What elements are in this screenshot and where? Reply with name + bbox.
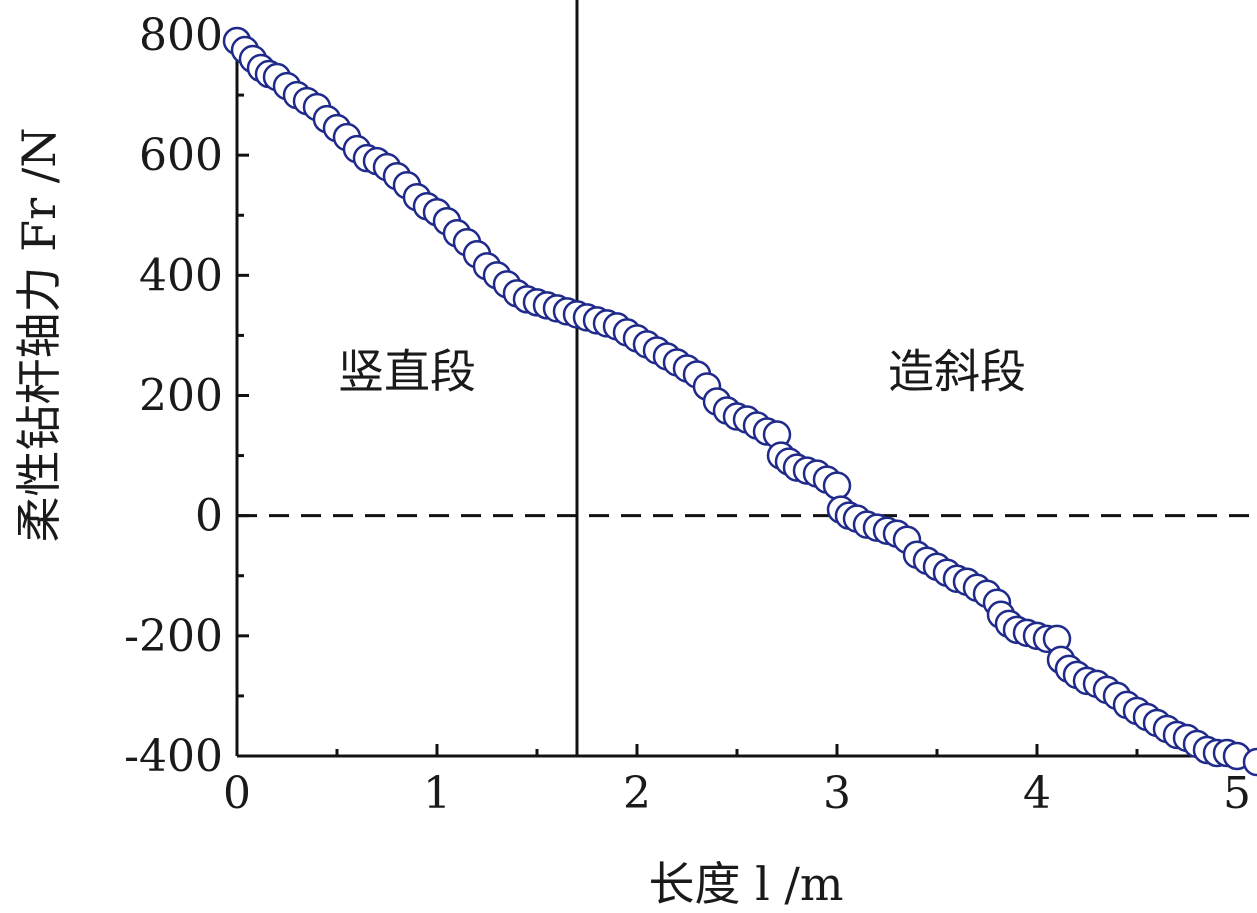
data-point <box>1242 747 1257 777</box>
axes <box>235 33 1239 758</box>
y-tick-label: -200 <box>124 611 223 662</box>
x-axis-title: 长度 l /m <box>648 857 843 911</box>
y-tick-label: 800 <box>139 10 223 61</box>
x-tick-label: 1 <box>423 768 451 819</box>
reference-lines <box>237 0 1257 756</box>
x-tick-label: 3 <box>823 768 851 819</box>
y-tick-label: 400 <box>139 250 223 301</box>
region-annotation: 造斜段 <box>888 344 1026 398</box>
y-tick-label: 200 <box>139 371 223 422</box>
x-tick-label: 5 <box>1223 768 1251 819</box>
y-tick-label: 0 <box>195 491 223 542</box>
x-tick-label: 2 <box>623 768 651 819</box>
x-tick-label: 0 <box>223 768 251 819</box>
data-points <box>222 26 1257 777</box>
region-annotation: 竖直段 <box>338 344 476 398</box>
data-point <box>822 471 852 500</box>
y-axis-title: 柔性钻杆轴力 Fr /N <box>12 128 66 543</box>
y-tick-label: 600 <box>139 130 223 181</box>
x-tick-label: 4 <box>1023 768 1051 819</box>
y-tick-label: -400 <box>124 731 223 782</box>
tick-labels: -400 -200 0 200 400 600 800 0 1 2 3 4 5 <box>124 10 1251 819</box>
annotations: 竖直段 造斜段 <box>338 344 1026 398</box>
